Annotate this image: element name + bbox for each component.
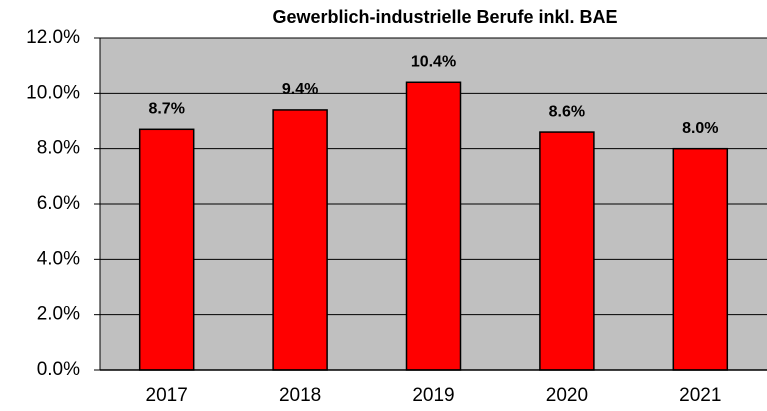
- chart-title: Gewerblich-industrielle Berufe inkl. BAE: [272, 7, 617, 27]
- value-label: 8.0%: [682, 120, 718, 137]
- x-tick-label: 2020: [546, 385, 588, 406]
- bar: [405, 81, 462, 371]
- value-label: 8.7%: [148, 101, 184, 118]
- value-label: 10.4%: [411, 53, 456, 70]
- bar: [672, 147, 729, 371]
- bar: [539, 131, 595, 371]
- x-tick-label: 2017: [146, 385, 188, 406]
- y-tick-label: 0.0%: [37, 359, 80, 380]
- y-tick-label: 4.0%: [37, 248, 80, 269]
- value-label: 8.6%: [549, 103, 585, 120]
- y-tick-label: 8.0%: [37, 138, 80, 159]
- y-tick-label: 6.0%: [37, 193, 80, 214]
- y-tick-label: 12.0%: [26, 27, 80, 48]
- y-tick-label: 2.0%: [37, 304, 80, 325]
- x-tick-label: 2018: [279, 385, 321, 406]
- bar: [138, 128, 195, 371]
- value-label: 9.4%: [282, 81, 318, 98]
- bar: [272, 109, 328, 371]
- x-tick-label: 2021: [679, 385, 721, 406]
- x-tick-label: 2019: [412, 385, 454, 406]
- y-tick-label: 10.0%: [26, 82, 80, 103]
